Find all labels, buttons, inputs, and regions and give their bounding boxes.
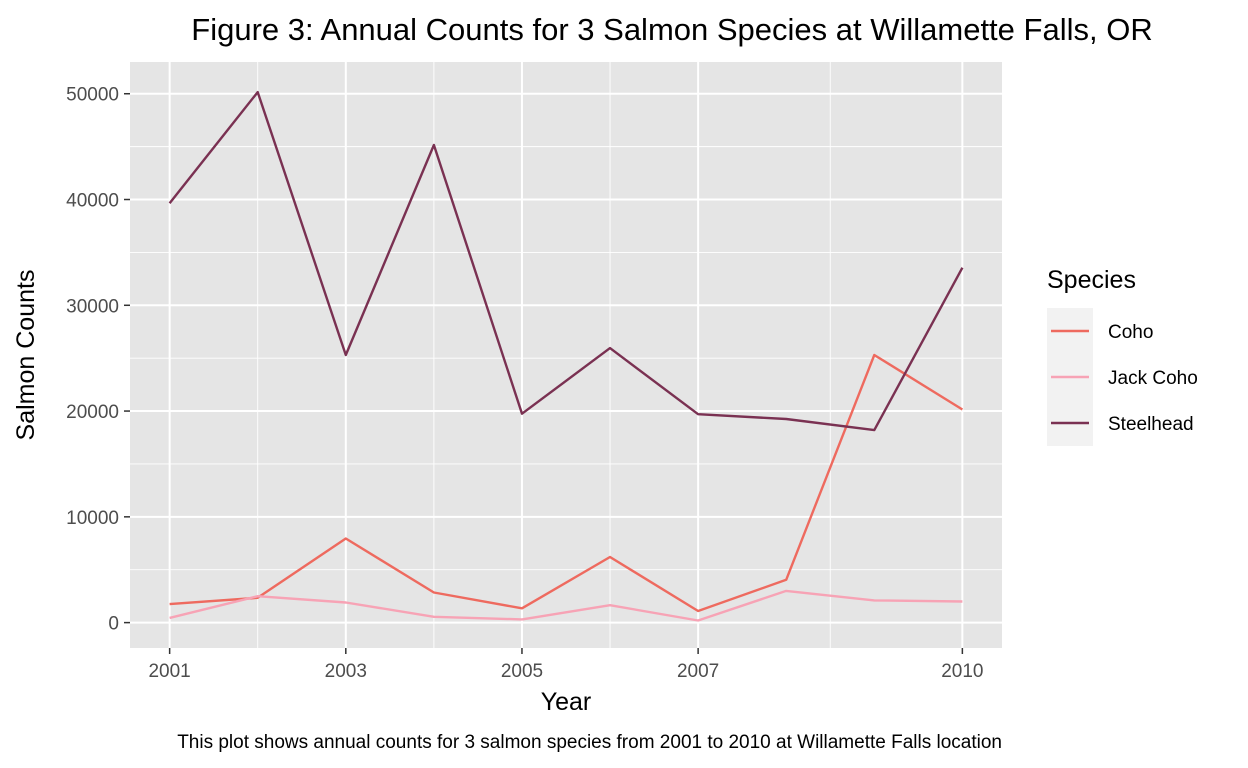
series-line-steelhead <box>168 90 964 432</box>
legend-title: Species <box>1047 266 1136 294</box>
x-tick-label: 2007 <box>677 661 719 682</box>
y-axis-title: Salmon Counts <box>12 270 40 441</box>
series-line-coho <box>169 353 964 613</box>
y-tick-label: 20000 <box>66 402 119 423</box>
legend-label-jack-coho: Jack Coho <box>1108 368 1198 389</box>
y-tick-label: 30000 <box>66 296 119 317</box>
chart-title: Figure 3: Annual Counts for 3 Salmon Spe… <box>191 12 1152 47</box>
y-tick-label: 50000 <box>66 85 119 106</box>
chart-caption: This plot shows annual counts for 3 salm… <box>177 732 1002 753</box>
x-tick-label: 2001 <box>148 661 190 682</box>
x-tick-label: 2010 <box>941 661 983 682</box>
y-tick-label: 10000 <box>66 508 119 529</box>
plot-panel <box>130 62 1002 648</box>
legend-items: Coho Jack Coho Steelhead <box>1047 308 1198 446</box>
legend: Species Coho Jack Coho Steelhead <box>1047 266 1198 446</box>
y-tick-label: 40000 <box>66 191 119 212</box>
x-tick-label: 2003 <box>325 661 367 682</box>
legend-label-steelhead: Steelhead <box>1108 414 1194 435</box>
series-line-jack-coho <box>169 589 963 622</box>
legend-label-coho: Coho <box>1108 322 1153 343</box>
series-lines <box>168 90 964 622</box>
x-axis-ticks: 2001 2003 2005 2007 2010 <box>148 648 984 682</box>
y-tick-label: 0 <box>108 614 119 635</box>
x-tick-label: 2005 <box>501 661 543 682</box>
y-axis-ticks: 0 10000 20000 30000 40000 50000 <box>66 85 130 635</box>
x-axis-title: Year <box>541 688 592 716</box>
